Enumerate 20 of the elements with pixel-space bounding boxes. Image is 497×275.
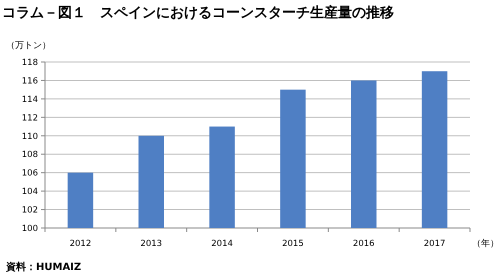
y-tick-label: 108 [22,150,38,160]
y-tick-label: 110 [22,132,38,142]
y-axis-title: （万トン） [6,41,51,51]
x-tick-label: 2017 [424,239,446,249]
chart-title: コラム－図１ スペインにおけるコーンスターチ生産量の推移 [2,4,394,21]
y-tick-label: 118 [22,58,38,68]
x-tick-label: 2013 [140,239,162,249]
y-tick-label: 112 [22,113,38,124]
text: 資料：HUMAIZ [5,261,82,273]
y-tick-label: 102 [22,206,38,216]
x-tick-label: 2016 [352,239,375,249]
x-tick-label: 2015 [282,239,304,249]
x-tick-label: 2012 [70,239,92,249]
y-tick-label: 116 [22,76,38,86]
y-tick-label: 106 [22,168,38,179]
y-tick-label: 114 [22,94,38,105]
y-tick-label: 100 [22,224,38,234]
x-tick-label: 2014 [211,239,233,249]
x-axis-title: （年） [472,238,497,249]
y-tick-label: 104 [22,187,38,198]
